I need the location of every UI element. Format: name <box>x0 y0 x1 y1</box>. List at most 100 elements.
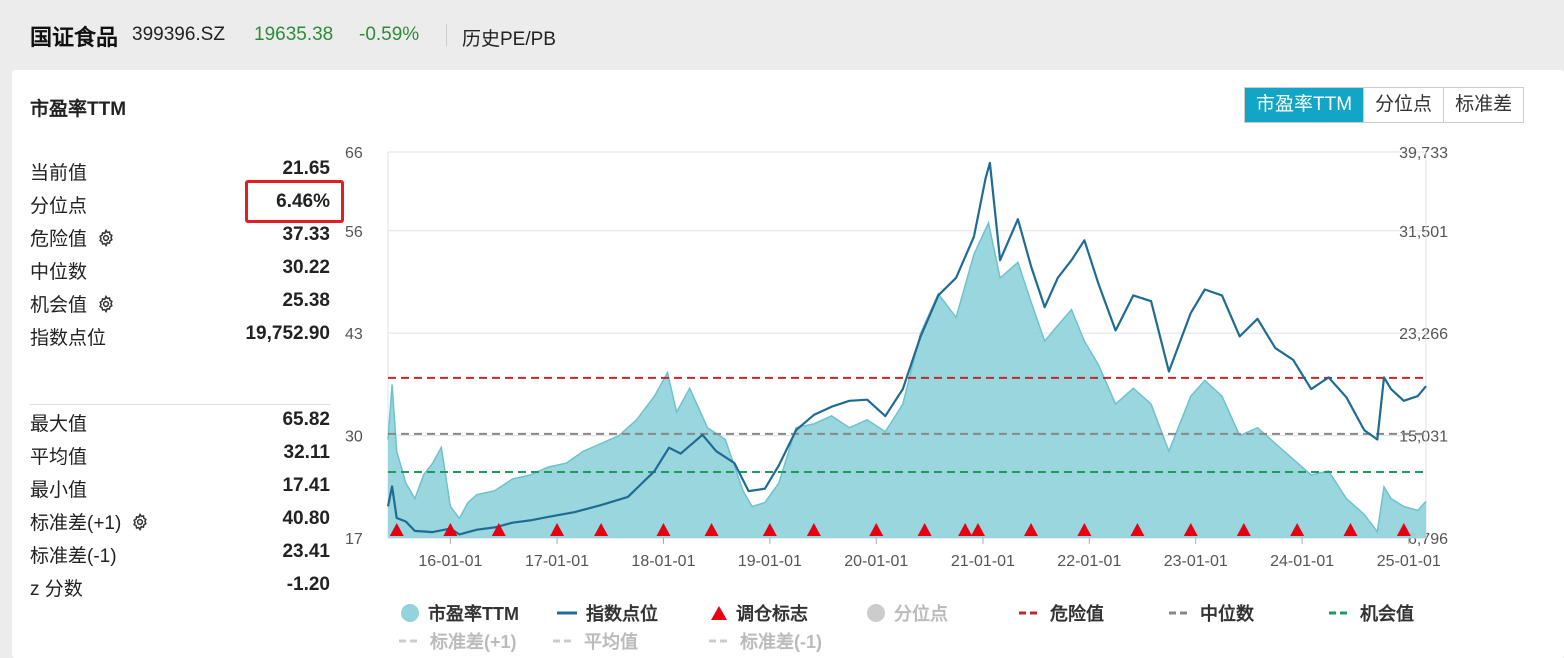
legend-item[interactable]: 中位数 <box>1168 600 1254 626</box>
stat-row: 分位点 6.46% <box>30 187 330 220</box>
stat-label: 机会值 <box>30 290 115 317</box>
rebalance-marker <box>389 523 404 536</box>
pe-ttm-area <box>388 222 1426 538</box>
tab-percentile[interactable]: 分位点 <box>1363 88 1444 122</box>
x-tick-label: 25-01-01 <box>1377 553 1441 570</box>
y-left-tick-label: 30 <box>345 429 363 446</box>
gear-icon[interactable] <box>131 512 149 531</box>
stat-row: 指数点位 19,752.90 <box>30 319 330 352</box>
gear-icon[interactable] <box>97 228 115 247</box>
stat-label-text: 当前值 <box>30 163 88 184</box>
stat-row: 当前值 21.65 <box>30 154 330 187</box>
pe-chart: 17304356666,79615,03123,26631,50139,7331… <box>345 145 1448 570</box>
gear-icon[interactable] <box>97 294 115 313</box>
stat-row: 标准差(-1) 23.41 <box>30 537 330 570</box>
header-bar: 国证食品 399396.SZ 19635.38 -0.59% 历史PE/PB <box>0 0 1564 70</box>
legend-item[interactable]: 指数点位 <box>556 600 658 626</box>
stat-label: 危险值 <box>30 224 115 251</box>
x-tick-label: 20-01-01 <box>844 553 908 570</box>
y-right-tick-label: 23,266 <box>1399 326 1448 343</box>
legend-dash-icon <box>1169 611 1191 615</box>
y-right-tick-label: 31,501 <box>1399 224 1448 241</box>
stat-value: 25.38 <box>282 290 330 311</box>
stat-label: 分位点 <box>30 191 87 218</box>
y-left-tick-label: 17 <box>345 531 363 548</box>
pe-ttm-outline <box>387 220 1427 534</box>
tab-pe-ttm[interactable]: 市盈率TTM <box>1245 88 1364 122</box>
rebalance-marker <box>1236 523 1251 536</box>
legend-label: 危险值 <box>1050 604 1104 624</box>
legend-label: 分位点 <box>894 604 948 624</box>
stat-label-text: 标准差(+1) <box>30 513 122 534</box>
header-divider <box>446 24 447 46</box>
rebalance-marker <box>1024 523 1039 536</box>
rebalance-marker <box>869 523 884 536</box>
legend-dash-icon <box>1329 611 1351 615</box>
rebalance-marker <box>1396 523 1411 536</box>
rebalance-marker <box>1290 523 1305 536</box>
percentile-highlight-box <box>245 180 344 223</box>
y-left-tick-label: 43 <box>345 326 363 343</box>
rebalance-marker <box>594 523 609 536</box>
index-level-line <box>386 161 1427 536</box>
stat-value: -1.20 <box>286 574 330 595</box>
stat-value: 37.33 <box>282 224 330 245</box>
stat-label-text: 最小值 <box>30 480 88 501</box>
stat-row: 标准差(+1) 40.80 <box>30 504 330 537</box>
panel-title: 市盈率TTM <box>30 99 127 120</box>
stat-label-text: 平均值 <box>30 447 88 468</box>
stat-label: 标准差(+1) <box>30 508 149 535</box>
y-left-tick-label: 56 <box>345 224 363 241</box>
rebalance-marker <box>1343 523 1358 536</box>
stat-row: 最大值 65.82 <box>30 405 330 438</box>
legend-circle-icon <box>401 604 419 622</box>
index-change: -0.59% <box>359 24 420 45</box>
legend-label: 标准差(+1) <box>430 632 517 652</box>
legend-item[interactable]: 分位点 <box>866 600 948 626</box>
legend-item[interactable]: 调仓标志 <box>710 600 808 626</box>
rebalance-marker <box>704 523 719 536</box>
rebalance-marker <box>491 523 506 536</box>
y-right-tick-label: 39,733 <box>1399 145 1448 162</box>
stat-label: 当前值 <box>30 158 87 185</box>
x-tick-label: 23-01-01 <box>1164 553 1228 570</box>
stat-label-text: 最大值 <box>30 414 88 435</box>
index-price: 19635.38 <box>254 24 334 45</box>
stat-row: z 分数 -1.20 <box>30 570 330 603</box>
stat-label-text: 中位数 <box>30 262 88 283</box>
x-tick-label: 22-01-01 <box>1057 553 1121 570</box>
legend-dash-icon <box>709 639 731 643</box>
stat-value: 23.41 <box>282 541 330 562</box>
stat-label: 指数点位 <box>30 323 106 350</box>
legend-dash-icon <box>1019 611 1041 615</box>
legend-item[interactable]: 机会值 <box>1328 600 1414 626</box>
rebalance-marker <box>656 523 671 536</box>
legend-item[interactable]: 标准差(-1) <box>708 628 822 654</box>
stat-value: 19,752.90 <box>245 323 330 344</box>
stat-row: 危险值 37.33 <box>30 220 330 253</box>
stat-label: 中位数 <box>30 257 87 284</box>
legend-item[interactable]: 标准差(+1) <box>398 628 517 654</box>
rebalance-marker <box>1183 523 1198 536</box>
stat-label-text: 指数点位 <box>30 328 107 349</box>
view-toggle: 市盈率TTM 分位点 标准差 <box>1244 87 1525 123</box>
rebalance-marker <box>762 523 777 536</box>
x-tick-label: 19-01-01 <box>738 553 802 570</box>
stat-label: 最小值 <box>30 475 87 502</box>
stat-row: 最小值 17.41 <box>30 471 330 504</box>
tab-std-dev[interactable]: 标准差 <box>1443 88 1524 122</box>
legend-label: 指数点位 <box>586 604 658 624</box>
legend-item[interactable]: 市盈率TTM <box>400 600 519 626</box>
stat-label-text: z 分数 <box>30 579 83 600</box>
legend-label: 调仓标志 <box>736 604 808 624</box>
legend-item[interactable]: 危险值 <box>1018 600 1104 626</box>
legend-dash-icon <box>399 639 421 643</box>
history-pe-pb-link[interactable]: 历史PE/PB <box>462 29 556 50</box>
legend-label: 中位数 <box>1200 604 1254 624</box>
stat-value: 40.80 <box>282 508 330 529</box>
index-code: 399396.SZ <box>132 24 225 45</box>
stat-label-text: 危险值 <box>30 229 88 250</box>
legend-item[interactable]: 平均值 <box>552 628 638 654</box>
x-tick-label: 16-01-01 <box>418 553 482 570</box>
stat-row: 中位数 30.22 <box>30 253 330 286</box>
